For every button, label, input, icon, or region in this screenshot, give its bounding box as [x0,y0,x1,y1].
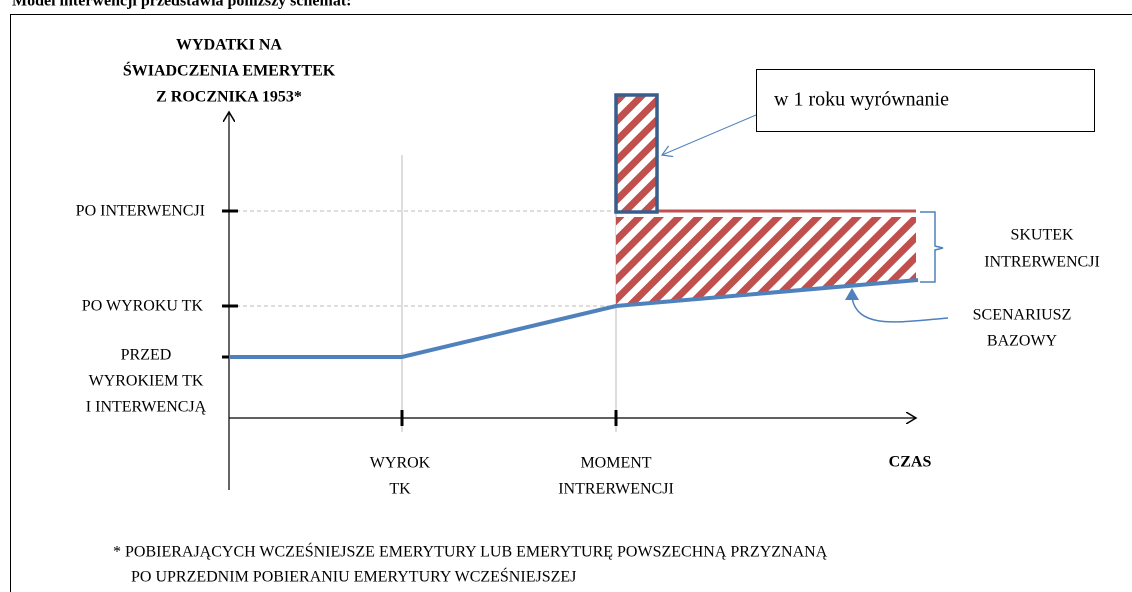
heading: Model interwencji przedstawia poniższy s… [12,0,352,10]
x-label: INTRERWENCJI [558,481,674,498]
y-label: PO WYROKU TK [82,298,204,315]
y-label: I INTERWENCJĄ [86,399,207,416]
y-label: PO INTERWENCJI [76,203,205,220]
y-label: PRZED [121,347,172,364]
baseline-pointer [851,297,949,323]
x-label: WYROK [370,455,431,472]
baseline-label: SCENARIUSZ [973,307,1072,324]
x-label: MOMENT [580,455,651,472]
baseline-line [229,278,919,359]
x-label: TK [389,481,411,498]
y-title: ŚWIADCZENIA EMERYTEK [123,61,336,80]
pointer-head [845,288,859,300]
effect-label: SKUTEK [1010,227,1074,244]
labels: PO INTERWENCJI PO WYROKU TK PRZED WYROKI… [76,203,1100,586]
effect-area [616,217,916,306]
callout: w 1 roku wyrównanie [774,89,949,111]
footnote: PO UPRZEDNIM POBIERANIU EMERYTURY WCZEŚN… [131,567,576,586]
y-title: WYDATKI NA [176,37,282,54]
footnote: * POBIERAJĄCYCH WCZEŚNIEJSZE EMERYTURY L… [113,542,828,561]
x-label: CZAS [889,454,932,471]
compensation-bar [614,93,659,214]
effect-label: INTRERWENCJI [984,254,1100,271]
frame [10,14,1132,592]
y-title: Z ROCZNIKA 1953* [156,89,302,106]
callout-arrow [662,114,757,155]
y-label: WYROKIEM TK [89,373,204,390]
bracket [920,211,944,283]
callout-box [756,69,1095,132]
baseline-label: BAZOWY [987,333,1058,350]
